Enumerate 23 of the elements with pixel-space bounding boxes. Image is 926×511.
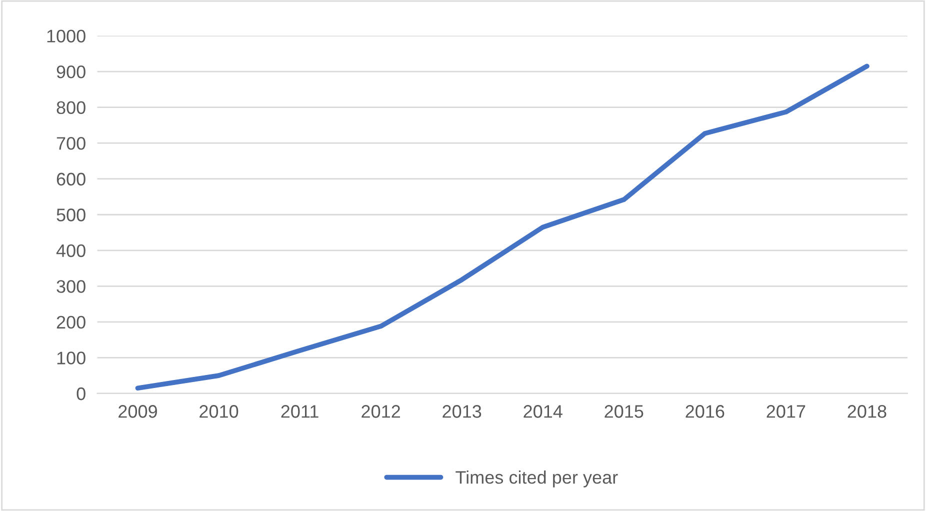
y-tick-label: 100: [57, 352, 86, 364]
x-tick-label: 2015: [604, 405, 644, 418]
x-tick-label: 2010: [200, 405, 238, 418]
x-tick-label: 2012: [362, 405, 400, 418]
x-tick-label: 2011: [281, 405, 318, 418]
y-tick-label: 700: [56, 137, 86, 150]
y-tick-label: 300: [56, 280, 86, 293]
x-tick-label: 2016: [686, 405, 724, 418]
y-tick-label: 500: [56, 208, 86, 222]
y-tick-label: 600: [56, 172, 86, 186]
y-tick-label: 400: [56, 244, 86, 258]
y-tick-label: 800: [56, 101, 86, 114]
line-series: [135, 64, 870, 391]
x-tick-label: 2013: [442, 405, 482, 418]
x-tick-label: 2014: [524, 405, 562, 418]
x-tick-label: 2009: [118, 405, 157, 418]
x-tick-label: 2017: [766, 405, 806, 418]
legend-label: Times cited per year: [456, 470, 618, 488]
y-tick-label: 0: [76, 387, 86, 400]
y-tick-label: 900: [56, 65, 86, 78]
x-tick-label: 2018: [848, 405, 886, 418]
y-tick-label: 1000: [47, 30, 86, 42]
y-tick-label: 200: [56, 316, 86, 329]
